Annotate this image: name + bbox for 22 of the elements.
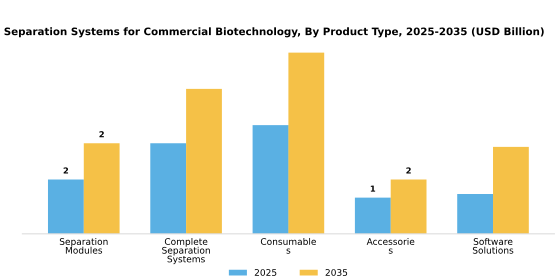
x-tick-label: Software Solutions — [472, 238, 514, 254]
legend-label: 2025 — [254, 269, 276, 276]
chart-title: Separation Systems for Commercial Biotechnology, By Product Type, 2025-2035 (USD Billion) — [4, 27, 544, 38]
bar — [457, 194, 494, 234]
data-label: 1 — [370, 186, 376, 192]
bar — [252, 125, 288, 234]
bar — [150, 143, 186, 234]
legend-label: 2035 — [326, 269, 348, 276]
bar — [186, 88, 222, 234]
bar — [84, 143, 120, 234]
x-tick-label: Separation Modules — [60, 238, 108, 254]
x-tick-label: Complete Separation Systems — [162, 238, 210, 264]
bar — [354, 198, 391, 234]
data-label: 2 — [99, 131, 104, 138]
data-label: 2 — [406, 167, 411, 174]
x-tick-label: Accessorie s — [366, 238, 414, 254]
bar — [390, 179, 427, 234]
data-label: 2 — [64, 167, 68, 174]
bar — [288, 52, 324, 234]
x-tick-label: Consumable s — [260, 238, 316, 254]
bar — [493, 146, 529, 234]
bar — [48, 179, 84, 234]
